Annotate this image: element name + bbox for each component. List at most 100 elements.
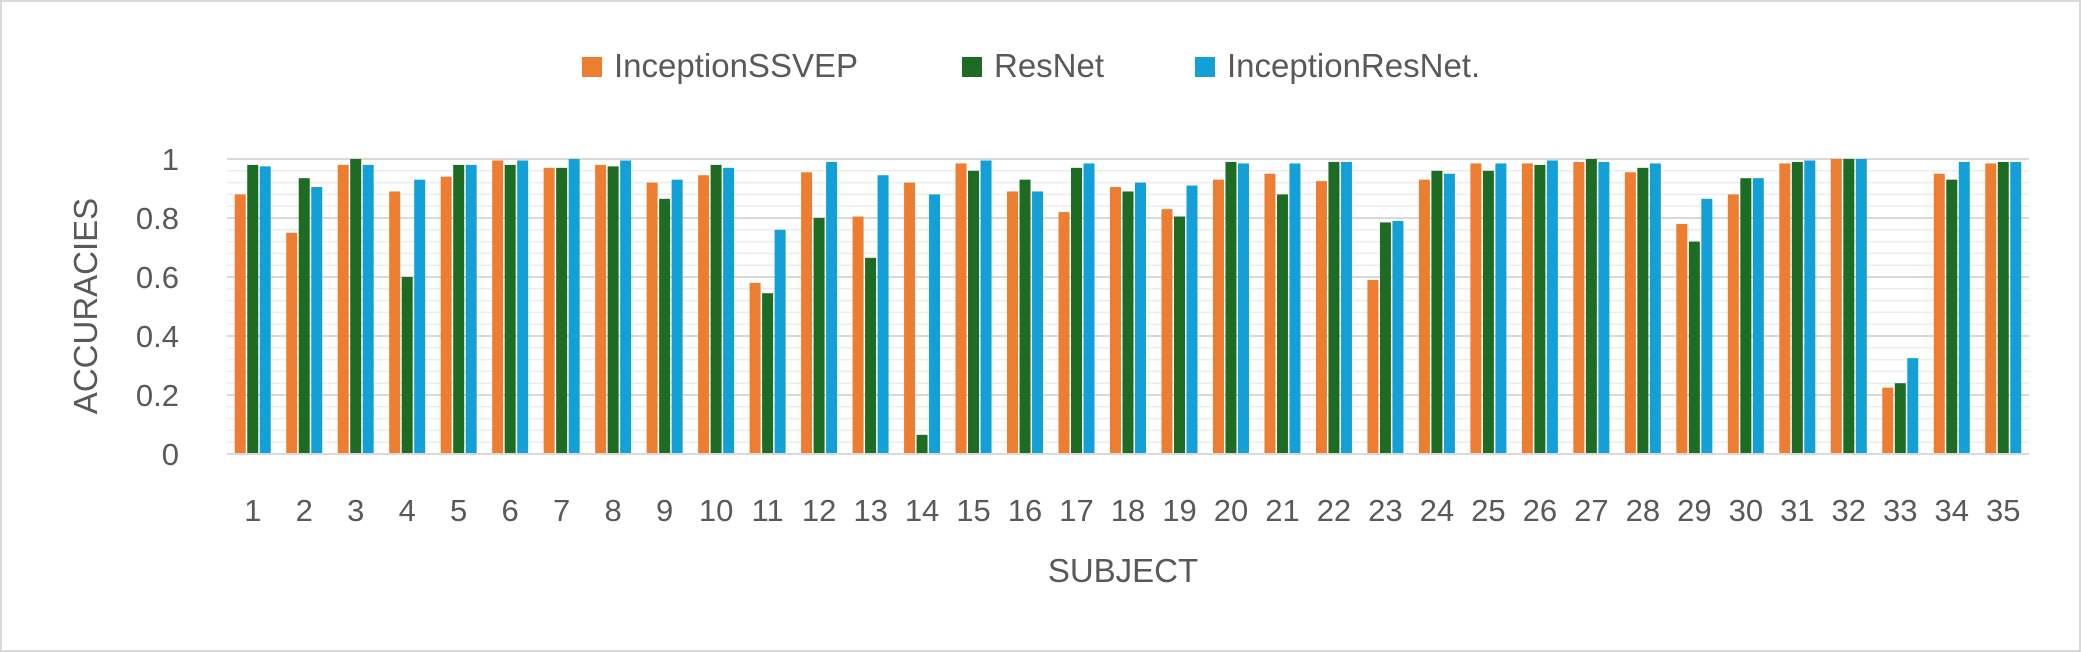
bar-inceptionresnet-28: [1650, 163, 1661, 454]
bar-inceptionssvep-12: [801, 172, 812, 454]
bar-inceptionresnet-17: [1084, 163, 1095, 454]
bar-inceptionresnet-7: [569, 159, 580, 454]
x-tick-label: 29: [1677, 493, 1711, 528]
bar-resnet-17: [1071, 168, 1082, 454]
bar-inceptionssvep-16: [1007, 191, 1018, 454]
bar-inceptionresnet-24: [1444, 174, 1455, 454]
bar-resnet-12: [814, 218, 825, 454]
bar-inceptionresnet-33: [1907, 358, 1918, 454]
x-tick-label: 9: [656, 493, 673, 528]
bar-inceptionresnet-34: [1959, 162, 1970, 454]
x-tick-label: 26: [1523, 493, 1557, 528]
bar-inceptionresnet-3: [363, 165, 374, 454]
bar-inceptionresnet-10: [723, 168, 734, 454]
bar-resnet-8: [608, 166, 619, 454]
bar-inceptionresnet-2: [311, 187, 322, 454]
bar-resnet-26: [1534, 165, 1545, 454]
bar-resnet-6: [505, 165, 516, 454]
bar-inceptionssvep-4: [389, 191, 400, 454]
bar-inceptionssvep-30: [1728, 194, 1739, 454]
bar-resnet-4: [402, 277, 413, 454]
bar-resnet-32: [1843, 159, 1854, 454]
bar-resnet-30: [1740, 178, 1751, 454]
bar-resnet-28: [1637, 168, 1648, 454]
x-tick-label: 14: [905, 493, 939, 528]
bar-resnet-21: [1277, 194, 1288, 454]
bar-resnet-10: [711, 165, 722, 454]
x-tick-label: 21: [1265, 493, 1299, 528]
bar-resnet-35: [1998, 162, 2009, 454]
bar-inceptionssvep-19: [1161, 209, 1172, 454]
bar-inceptionssvep-32: [1831, 159, 1842, 454]
x-tick-label: 18: [1111, 493, 1145, 528]
bar-inceptionssvep-17: [1059, 212, 1070, 454]
bar-inceptionresnet-22: [1341, 162, 1352, 454]
legend-swatch: [582, 57, 602, 77]
legend-swatch: [1195, 57, 1215, 77]
bar-resnet-11: [762, 293, 773, 454]
bar-inceptionresnet-23: [1392, 221, 1403, 454]
x-tick-label: 32: [1832, 493, 1866, 528]
bar-inceptionresnet-20: [1238, 163, 1249, 454]
bar-inceptionresnet-14: [929, 194, 940, 454]
bar-inceptionssvep-5: [441, 177, 452, 454]
y-tick-label: 0.2: [136, 378, 179, 413]
bar-inceptionssvep-33: [1882, 388, 1893, 454]
x-tick-label: 24: [1420, 493, 1454, 528]
bar-inceptionssvep-34: [1934, 174, 1945, 454]
bar-inceptionssvep-13: [853, 217, 864, 454]
bar-resnet-34: [1946, 180, 1957, 454]
legend: InceptionSSVEP ResNet InceptionResNet.: [582, 47, 1480, 84]
bar-inceptionresnet-15: [981, 160, 992, 454]
x-tick-label: 19: [1162, 493, 1196, 528]
x-tick-label: 30: [1729, 493, 1763, 528]
bar-inceptionssvep-20: [1213, 180, 1224, 454]
bar-resnet-27: [1586, 159, 1597, 454]
legend-label: ResNet: [994, 47, 1104, 84]
bar-resnet-33: [1895, 383, 1906, 454]
bar-inceptionssvep-22: [1316, 181, 1327, 454]
x-tick-label: 8: [605, 493, 622, 528]
bar-inceptionssvep-8: [595, 165, 606, 454]
bar-inceptionssvep-9: [647, 183, 658, 454]
x-tick-label: 34: [1935, 493, 1969, 528]
bar-resnet-7: [556, 168, 567, 454]
bar-inceptionssvep-15: [956, 163, 967, 454]
bar-inceptionresnet-29: [1701, 199, 1712, 454]
x-tick-label: 13: [853, 493, 887, 528]
bar-inceptionssvep-29: [1676, 224, 1687, 454]
bar-inceptionresnet-13: [878, 175, 889, 454]
bar-resnet-15: [968, 171, 979, 454]
bar-inceptionresnet-32: [1856, 159, 1867, 454]
bar-inceptionresnet-1: [260, 166, 271, 454]
bar-resnet-1: [247, 165, 258, 454]
bar-inceptionssvep-21: [1264, 174, 1275, 454]
x-tick-label: 31: [1780, 493, 1814, 528]
y-tick-label: 1: [162, 142, 179, 177]
bar-resnet-22: [1328, 162, 1339, 454]
bar-inceptionresnet-25: [1495, 163, 1506, 454]
bar-inceptionssvep-14: [904, 183, 915, 454]
bar-inceptionresnet-35: [2010, 162, 2021, 454]
bar-inceptionresnet-31: [1804, 160, 1815, 454]
x-tick-label: 11: [752, 493, 784, 528]
bar-inceptionssvep-6: [492, 160, 503, 454]
bar-inceptionssvep-23: [1367, 280, 1378, 454]
legend-label: InceptionSSVEP: [614, 47, 858, 84]
bar-resnet-31: [1792, 162, 1803, 454]
x-tick-label: 1: [244, 493, 261, 528]
bar-resnet-16: [1020, 180, 1031, 454]
bar-inceptionssvep-31: [1779, 163, 1790, 454]
bar-resnet-18: [1123, 191, 1134, 454]
bar-resnet-19: [1174, 217, 1185, 454]
x-tick-label: 17: [1059, 493, 1093, 528]
bar-inceptionssvep-35: [1985, 163, 1996, 454]
x-tick-label: 20: [1214, 493, 1248, 528]
bar-inceptionssvep-25: [1470, 163, 1481, 454]
x-tick-label: 6: [502, 493, 519, 528]
x-tick-label: 5: [450, 493, 467, 528]
bar-resnet-13: [865, 258, 876, 454]
bar-inceptionssvep-7: [544, 168, 555, 454]
x-tick-label: 10: [699, 493, 733, 528]
bar-inceptionresnet-18: [1135, 183, 1146, 454]
